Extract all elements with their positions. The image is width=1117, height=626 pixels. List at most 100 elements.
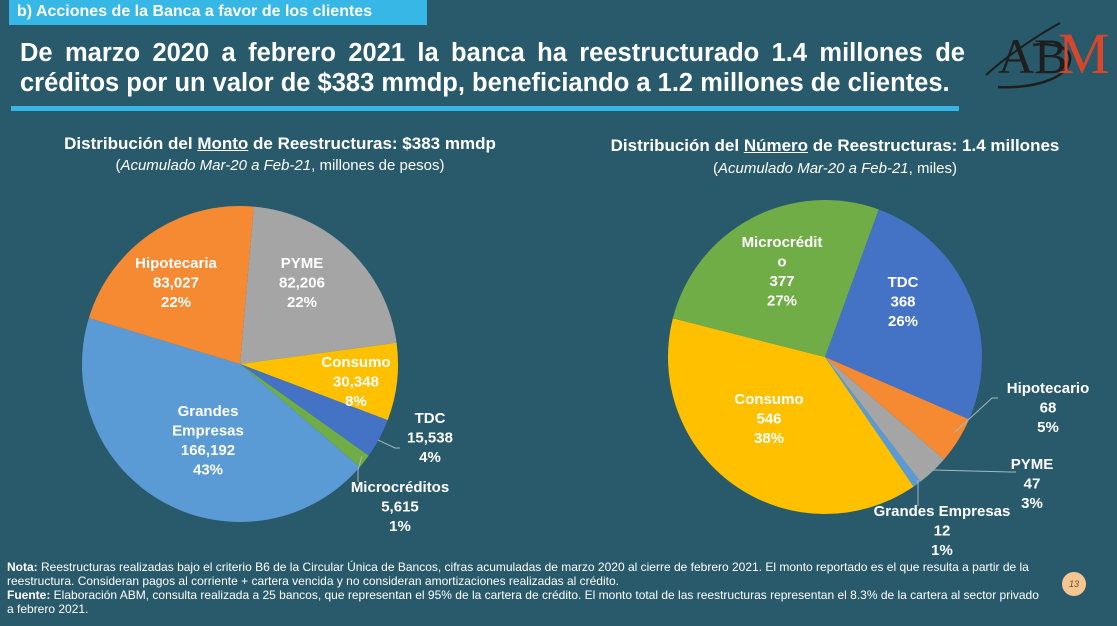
chart-left-sub-rest: , millones de pesos) bbox=[311, 157, 445, 174]
chart-right-title-suffix: de Reestructuras: 1.4 millones bbox=[808, 136, 1060, 155]
logo-swoosh bbox=[985, 22, 1061, 76]
right-label-consumo: Consumo 546 38% bbox=[734, 391, 803, 447]
slice-label-value: 30,348 bbox=[333, 374, 379, 391]
left-slice-consumo bbox=[240, 342, 398, 421]
chart-left-subtitle: (Acumulado Mar-20 a Feb-21, millones de … bbox=[20, 157, 540, 174]
slice-label-value: 83,027 bbox=[153, 275, 199, 292]
right-label-grandes-empresas: Grandes Empresas 12 1% bbox=[874, 503, 1011, 559]
right-slice-pyme bbox=[825, 357, 945, 482]
slice-label-name-part: o bbox=[777, 254, 786, 271]
slice-label-percent: 22% bbox=[161, 294, 191, 311]
right-label-tdc: TDC 368 26% bbox=[888, 274, 919, 330]
footnote-nota: Nota: Reestructuras realizadas bajo el c… bbox=[7, 560, 1047, 588]
slice-label-name: Microcréditos bbox=[351, 479, 449, 496]
slice-label-value: 546 bbox=[756, 411, 781, 428]
slice-label-name-part: Grandes bbox=[178, 403, 239, 420]
chart-left-sub-open: ( bbox=[115, 157, 121, 174]
slice-label-value: 82,206 bbox=[279, 275, 325, 292]
right-slice-grandes-empresas bbox=[825, 357, 921, 487]
footnote: Nota: Reestructuras realizadas bajo el c… bbox=[7, 560, 1047, 616]
nota-text: Reestructuras realizadas bajo el criteri… bbox=[7, 560, 1029, 588]
nota-label: Nota: bbox=[7, 560, 38, 574]
slice-label-name: TDC bbox=[888, 274, 919, 291]
chart-right-title-prefix: Distribución del bbox=[610, 136, 744, 155]
slice-label-value: 5,615 bbox=[381, 499, 419, 516]
slice-label-name: Hipotecaria bbox=[135, 255, 217, 272]
slice-label-percent: 1% bbox=[931, 542, 953, 559]
right-slice-microcredito bbox=[672, 200, 879, 357]
left-leader-microcreditos bbox=[357, 455, 363, 482]
right-slice-tdc bbox=[825, 209, 983, 420]
left-pie: PYME 82,206 22% Consumo 30,348 8% TDC 15,538 4% M… bbox=[81, 206, 453, 535]
chart-left-sub-italic: Acumulado Mar-20 a Feb-21 bbox=[120, 157, 312, 174]
slice-label-percent: 3% bbox=[1021, 495, 1043, 512]
slice-label-name: Consumo bbox=[321, 354, 390, 371]
left-slice-pyme bbox=[240, 206, 397, 364]
left-label-hipotecaria: Hipotecaria 83,027 22% bbox=[135, 255, 217, 311]
chart-right-sub-italic: Acumulado Mar-20 a Feb-21 bbox=[717, 160, 909, 177]
slice-label-name: PYME bbox=[281, 255, 324, 272]
left-label-microcreditos: Microcréditos 5,615 1% bbox=[351, 479, 449, 535]
slice-label-name-part: Microcrédit bbox=[742, 234, 823, 251]
slice-label-name-part: Empresas bbox=[172, 423, 244, 440]
left-label-pyme: PYME 82,206 22% bbox=[279, 255, 325, 311]
logo-swoosh-lower bbox=[997, 43, 1072, 89]
chart-left-title-suffix: de Reestructuras: $383 mmdp bbox=[248, 134, 496, 153]
left-slice-grandes-empresas bbox=[81, 317, 360, 522]
slice-label-percent: 38% bbox=[754, 430, 784, 447]
chart-right-subtitle: (Acumulado Mar-20 a Feb-21, miles) bbox=[575, 160, 1095, 177]
left-label-grandes-empresas: Grandes Empresas 166,192 43% bbox=[172, 403, 244, 479]
logo-m: M bbox=[1058, 21, 1110, 86]
abm-logo: AB M bbox=[985, 21, 1110, 89]
slice-label-name: Hipotecario bbox=[1007, 380, 1090, 397]
chart-left-title-prefix: Distribución del bbox=[64, 134, 198, 153]
chart-right-sub-open: ( bbox=[712, 160, 718, 177]
chart-right-title: Distribución del Número de Reestructuras… bbox=[575, 136, 1095, 156]
slice-label-name: TDC bbox=[415, 410, 446, 427]
slice-label-value: 377 bbox=[769, 273, 794, 290]
slice-label-percent: 1% bbox=[389, 518, 411, 535]
slice-label-percent: 8% bbox=[345, 393, 367, 410]
chart-right-title-emph: Número bbox=[743, 136, 809, 155]
chart-right-sub-rest: , miles) bbox=[908, 160, 957, 177]
right-label-hipotecario: Hipotecario 68 5% bbox=[1007, 380, 1090, 436]
chart-left-title: Distribución del Monto de Reestructuras:… bbox=[20, 134, 540, 154]
slice-label-name: Consumo bbox=[734, 391, 803, 408]
left-slice-microcreditos bbox=[240, 364, 369, 468]
right-slice-consumo bbox=[668, 318, 914, 514]
page-number-badge: 13 bbox=[1062, 572, 1086, 596]
right-label-pyme: PYME 47 3% bbox=[1011, 456, 1054, 512]
slice-label-value: 47 bbox=[1024, 476, 1041, 493]
headline-divider bbox=[11, 106, 959, 111]
logo-ab: AB bbox=[998, 28, 1067, 84]
slice-label-percent: 5% bbox=[1037, 419, 1059, 436]
slice-label-percent: 27% bbox=[767, 293, 797, 310]
left-label-tdc: TDC 15,538 4% bbox=[407, 410, 453, 466]
headline: De marzo 2020 a febrero 2021 la banca ha… bbox=[20, 39, 965, 97]
right-leader-pyme bbox=[932, 469, 1016, 473]
right-slice-hipotecario bbox=[825, 357, 970, 460]
slice-label-value: 15,538 bbox=[407, 430, 453, 447]
left-slice-tdc bbox=[240, 364, 388, 456]
slice-label-value: 68 bbox=[1040, 400, 1057, 417]
slice-label-percent: 43% bbox=[193, 462, 223, 479]
footnote-fuente: Fuente: Elaboración ABM, consulta realiz… bbox=[7, 588, 1047, 616]
chart-left-title-emph: Monto bbox=[197, 134, 249, 153]
fuente-label: Fuente: bbox=[7, 588, 51, 602]
slice-label-percent: 4% bbox=[419, 449, 441, 466]
slice-label-value: 166,192 bbox=[181, 442, 235, 459]
right-pie: TDC 368 26% Hipotecario 68 5% PYME 47 3% Grandes … bbox=[668, 200, 1089, 559]
right-leader-hipotecario bbox=[954, 397, 998, 433]
left-label-consumo: Consumo 30,348 8% bbox=[321, 354, 390, 410]
slice-label-name: PYME bbox=[1011, 456, 1054, 473]
left-leader-tdc bbox=[377, 439, 400, 449]
fuente-text: Elaboración ABM, consulta realizada a 25… bbox=[7, 588, 1039, 616]
slice-label-value: 368 bbox=[890, 294, 915, 311]
slice-label-name: Grandes Empresas bbox=[874, 503, 1011, 520]
left-slice-hipotecaria bbox=[88, 206, 254, 364]
section-tab: b) Acciones de la Banca a favor de los c… bbox=[9, 0, 427, 25]
slice-label-value: 12 bbox=[934, 523, 951, 540]
right-label-microcredito: Microcrédit o 377 27% bbox=[742, 234, 823, 310]
slice-label-percent: 22% bbox=[287, 294, 317, 311]
